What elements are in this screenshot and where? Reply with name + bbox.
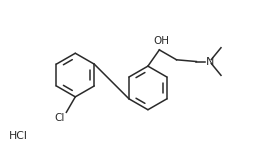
Text: N: N [206,56,215,67]
Text: OH: OH [153,36,169,46]
Text: HCl: HCl [9,132,28,141]
Text: Cl: Cl [54,113,64,123]
